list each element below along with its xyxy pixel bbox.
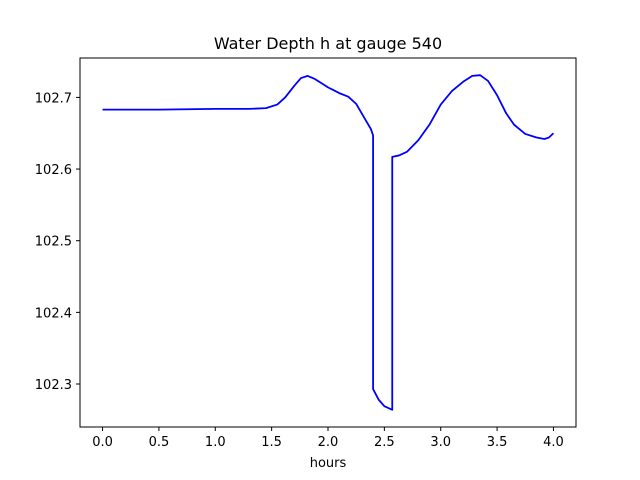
x-tick-label: 2.5 [374,435,395,450]
y-axis: 102.3 102.4 102.5 102.6 102.7 [35,91,80,393]
y-tick-label: 102.7 [35,91,72,106]
series-line [102,74,555,411]
y-tick-label: 102.3 [35,378,72,393]
x-tick-label: 3.5 [487,435,508,450]
chart-title: Water Depth h at gauge 540 [214,34,442,53]
y-tick-label: 102.6 [35,163,72,178]
x-tick-label: 1.5 [261,435,282,450]
x-tick-label: 2.0 [318,435,339,450]
x-axis: 0.0 0.5 1.0 1.5 2.0 2.5 3.0 3.5 4.0 [92,427,564,450]
y-tick-label: 102.4 [35,306,72,321]
x-tick-label: 3.0 [430,435,451,450]
x-tick-label: 1.0 [205,435,226,450]
plot-area [79,57,577,428]
x-tick-label: 4.0 [543,435,564,450]
plot-frame [79,57,577,428]
x-tick-label: 0.0 [92,435,113,450]
x-axis-label: hours [310,456,347,471]
y-tick-label: 102.5 [35,235,72,250]
x-tick-label: 0.5 [149,435,170,450]
